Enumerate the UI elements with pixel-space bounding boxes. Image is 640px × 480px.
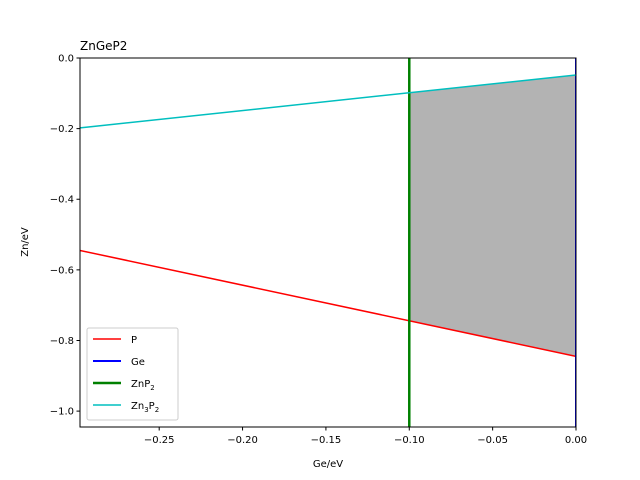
- x-tick-label: −0.20: [227, 435, 258, 446]
- y-tick-label: −1.0: [50, 407, 74, 418]
- y-tick-label: −0.4: [50, 195, 74, 206]
- y-tick-label: 0.0: [58, 54, 74, 65]
- axes-frame: [79, 57, 577, 428]
- x-tick-label: −0.05: [477, 435, 508, 446]
- x-tick-label: −0.25: [144, 435, 175, 446]
- y-tick-label: −0.8: [50, 336, 74, 347]
- legend-label-1: Ge: [131, 357, 145, 368]
- legend-label-3: Zn3P2: [131, 401, 159, 414]
- y-tick-label: −0.6: [50, 265, 74, 276]
- x-tick-label: −0.10: [394, 435, 425, 446]
- x-tick-label: −0.15: [311, 435, 342, 446]
- x-axis: −0.25 −0.20 −0.15 −0.10 −0.05 0.00: [144, 427, 587, 446]
- x-tick-label: 0.00: [565, 435, 587, 446]
- x-axis-label: Ge/eV: [313, 459, 343, 470]
- chart-title: ZnGeP2: [80, 39, 127, 53]
- series-line-0: [80, 249, 576, 358]
- y-tick-label: −0.2: [50, 124, 74, 135]
- legend-box: [86, 327, 179, 421]
- legend: P Ge ZnP2 Zn3P2: [86, 327, 179, 421]
- y-axis-label: Zn/eV: [20, 227, 31, 257]
- y-axis: 0.0 −0.2 −0.4 −0.6 −0.8 −1.0: [50, 54, 80, 418]
- legend-label-0: P: [131, 335, 137, 346]
- stable-region: [409, 74, 576, 357]
- plot-area: [80, 58, 576, 427]
- series-line-3: [80, 74, 576, 129]
- legend-label-2: ZnP2: [131, 379, 155, 392]
